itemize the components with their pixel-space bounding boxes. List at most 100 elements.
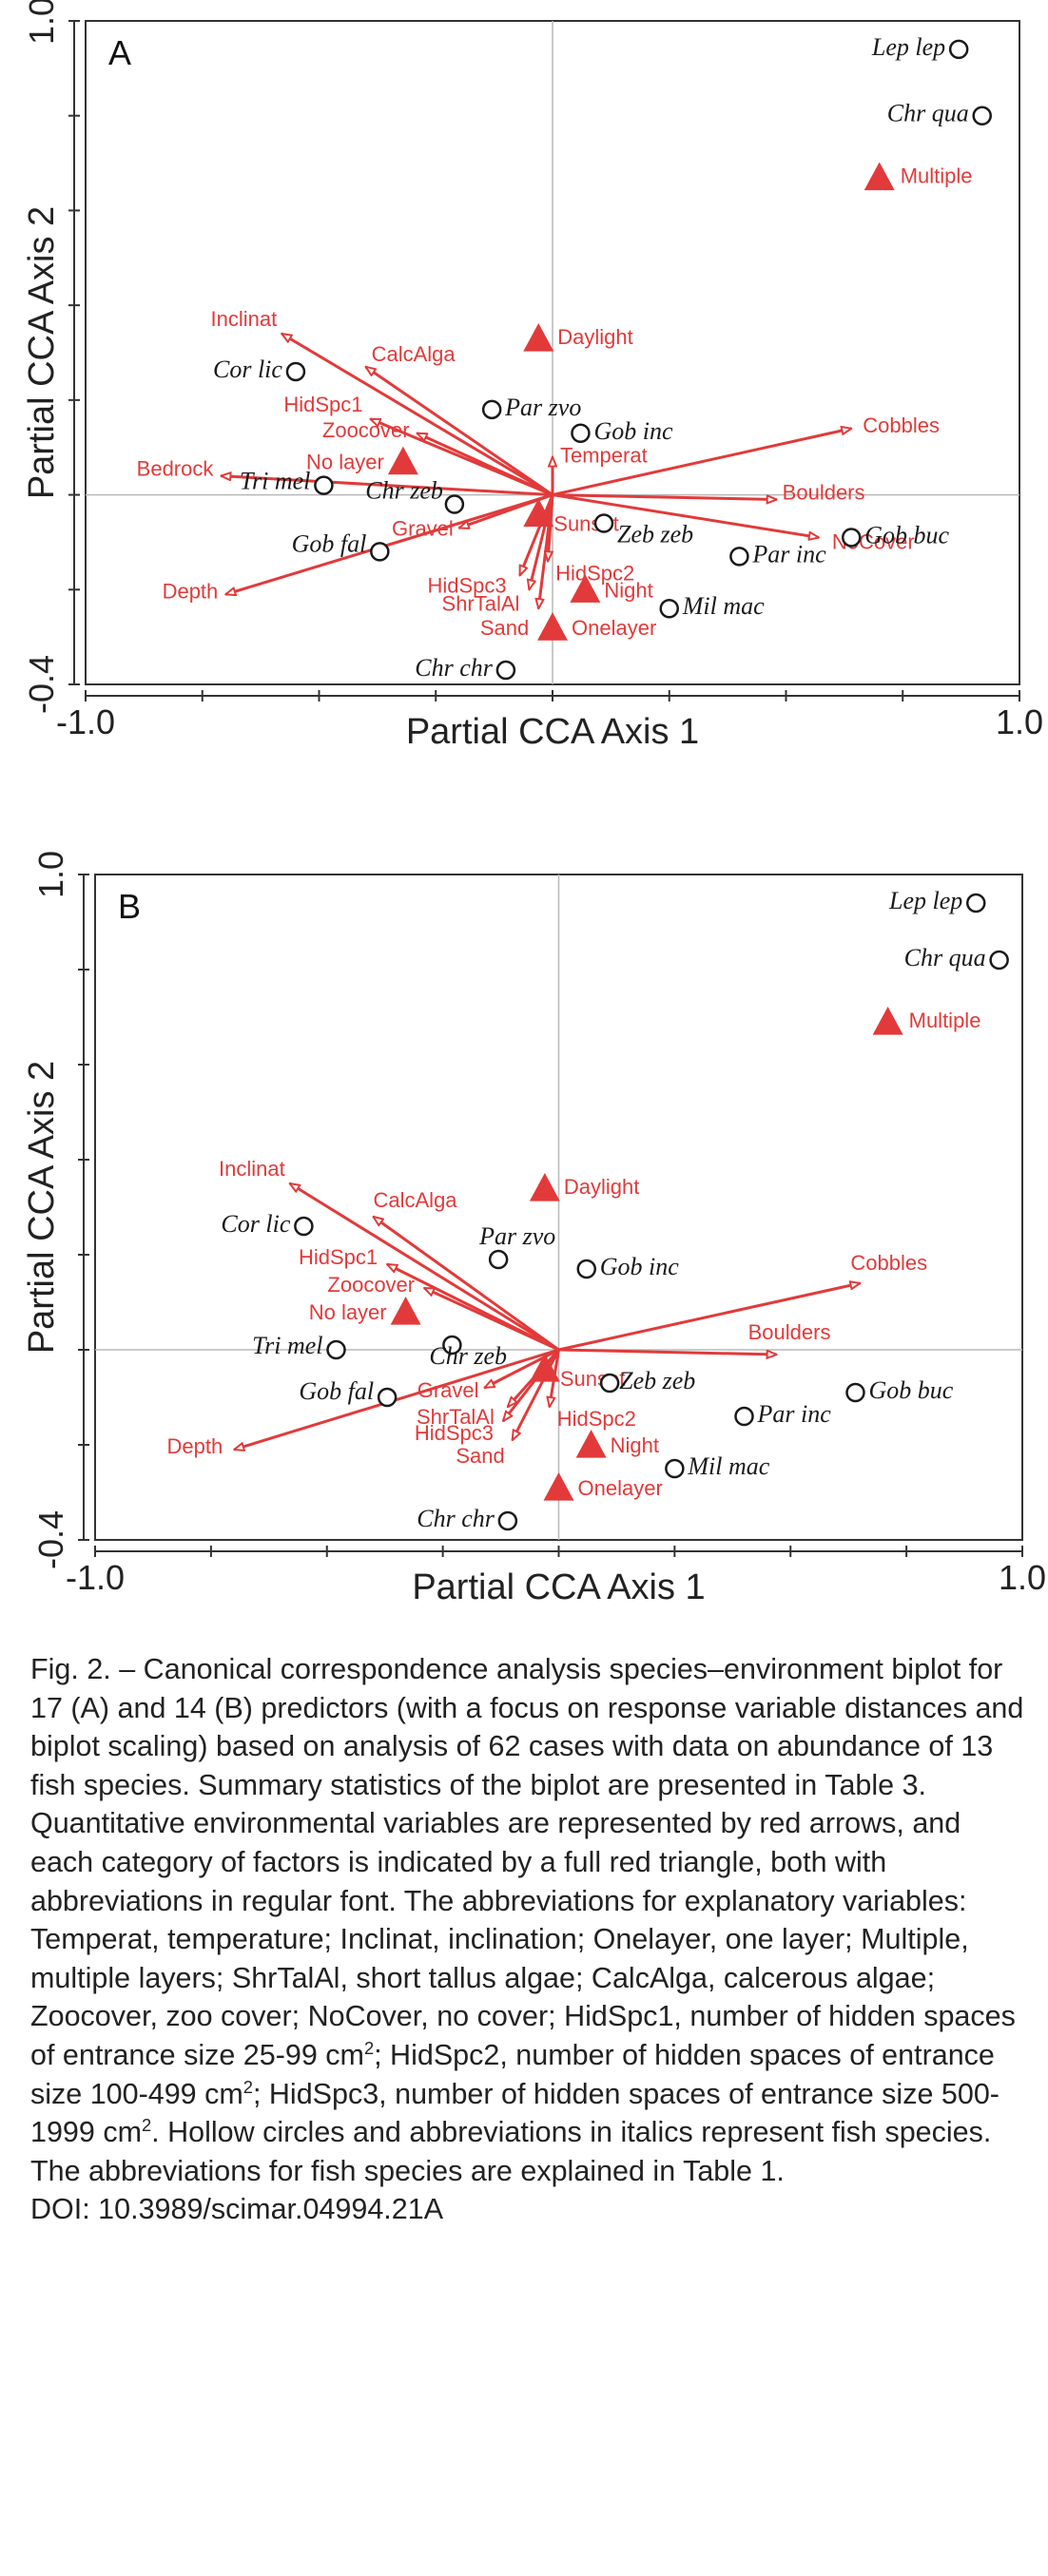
x-axis-title: Partial CCA Axis 1: [406, 712, 699, 752]
species-point-tri-mel: [314, 475, 334, 495]
species-label: Par zvo: [478, 1222, 555, 1250]
caption-superscript: 2: [141, 2114, 152, 2135]
species-label: Zeb zeb: [619, 1367, 695, 1394]
species-label: Tri mel: [252, 1332, 322, 1359]
y-axis-title: Partial CCA Axis 2: [22, 206, 62, 499]
species-label: Chr chr: [415, 654, 494, 682]
panel-letter: A: [108, 33, 131, 72]
env-arrow-label: Sand: [456, 1444, 504, 1468]
panel-letter: B: [118, 887, 141, 926]
species-label: Par inc: [751, 540, 826, 567]
caption-text: ; HidSpc3, number of hidden spaces of en…: [30, 2077, 999, 2149]
species-point-cor-lic: [285, 361, 306, 382]
env-arrow-hidspc2: [548, 494, 554, 562]
species-point-gob-inc: [571, 423, 591, 444]
species-label: Par zvo: [504, 394, 581, 421]
species-point-mil-mac: [659, 598, 679, 619]
factor-triangle-no-layer: [390, 1297, 421, 1325]
env-arrow-gravel: [485, 1348, 560, 1390]
env-arrow-calcalga: [366, 367, 553, 496]
species-label: Tri mel: [240, 468, 310, 495]
env-arrow-cobbles: [552, 429, 851, 497]
x-tick-label: -1.0: [56, 702, 115, 741]
species-point-par-zvo: [481, 399, 502, 420]
env-arrow-shrtalal: [529, 494, 554, 590]
factor-label: No layer: [309, 1300, 387, 1324]
species-point-chr-zeb: [444, 494, 465, 514]
species-point-zeb-zeb: [599, 1373, 620, 1394]
y-tick-label: 1.0: [31, 851, 70, 898]
factor-label: No layer: [306, 451, 384, 474]
env-arrow-label: Boulders: [783, 481, 865, 505]
env-arrow-label: ShrTalAl: [442, 591, 520, 615]
species-point-lep-lep: [966, 893, 986, 913]
species-label: Chr qua: [887, 100, 969, 127]
factor-triangle-multiple: [864, 162, 895, 191]
species-label: Chr zeb: [365, 477, 443, 505]
species-label: Gob fal: [299, 1377, 374, 1405]
factor-label: Night: [604, 578, 652, 602]
factor-label: Onelayer: [572, 616, 656, 640]
factor-triangle-sunset: [523, 498, 554, 528]
species-label: Chr qua: [904, 944, 986, 971]
species-point-cor-lic: [294, 1216, 314, 1237]
species-point-chr-qua: [972, 106, 992, 125]
env-arrow-label: Zoocover: [322, 418, 410, 442]
y-axis-title: Partial CCA Axis 2: [22, 1061, 62, 1354]
env-arrow-calcalga: [374, 1217, 560, 1352]
caption-superscript: 2: [363, 2037, 375, 2058]
figure-caption: Fig. 2. – Canonical correspondence analy…: [30, 1650, 1029, 2229]
species-label: Gob inc: [593, 417, 673, 445]
species-label: Gob inc: [600, 1253, 680, 1280]
env-arrow-zoocover: [424, 1286, 560, 1352]
factor-triangle-no-layer: [387, 446, 418, 475]
species-label: Cor lic: [213, 356, 282, 383]
species-label: Mil mac: [687, 1452, 769, 1480]
x-tick-label: -1.0: [66, 1558, 125, 1597]
env-arrow-boulders: [558, 1348, 777, 1355]
factor-label: Daylight: [564, 1175, 639, 1199]
env-arrow-label: ShrTalAl: [417, 1405, 495, 1429]
species-point-par-inc: [729, 547, 749, 567]
species-label: Gob buc: [869, 1376, 954, 1404]
species-label: Mil mac: [682, 592, 765, 620]
species-label: Par inc: [757, 1400, 832, 1428]
env-arrow-label: Sand: [480, 616, 529, 640]
factor-label: Daylight: [557, 325, 632, 349]
factor-label: Multiple: [909, 1009, 981, 1032]
species-point-gob-fal: [370, 542, 390, 562]
species-point-tri-mel: [326, 1339, 346, 1360]
factor-triangle-multiple: [872, 1007, 903, 1035]
env-arrow-label: Temperat: [560, 444, 648, 468]
env-arrow-label: Boulders: [748, 1320, 831, 1344]
x-axis-title: Partial CCA Axis 1: [412, 1567, 705, 1607]
species-label: Lep lep: [871, 33, 945, 61]
caption-text: . Hollow circles and abbreviations in it…: [30, 2116, 992, 2187]
factor-label: Night: [611, 1433, 659, 1457]
env-arrow-hidspc3: [503, 1349, 560, 1421]
env-arrow-nocover: [552, 493, 819, 538]
env-arrow-label: HidSpc1: [299, 1245, 378, 1269]
species-label: Zeb zeb: [617, 520, 693, 548]
species-point-chr-chr: [495, 660, 516, 681]
env-arrow-label: Cobbles: [850, 1251, 927, 1275]
env-arrow-inclinat: [281, 334, 553, 496]
env-arrow-sand: [511, 1349, 560, 1440]
species-label: Gob fal: [292, 529, 367, 557]
env-arrow-label: HidSpc3: [415, 1421, 494, 1445]
env-arrow-bedrock: [221, 476, 553, 497]
env-arrow-label: HidSpc1: [283, 393, 362, 416]
species-point-chr-zeb: [442, 1335, 462, 1355]
species-point-zeb-zeb: [593, 513, 614, 533]
species-label: Gob buc: [864, 521, 949, 548]
x-tick-label: 1.0: [996, 702, 1043, 741]
env-arrow-label: HidSpc3: [427, 573, 506, 597]
species-label: Lep lep: [888, 887, 962, 914]
env-arrow-label: HidSpc2: [555, 561, 634, 585]
factor-triangle-night: [570, 574, 601, 603]
factor-triangle-onelayer: [537, 612, 568, 641]
factor-triangle-daylight: [529, 1173, 560, 1201]
biplot-panel-b: -1.0 1.0 -0.4 1.0 Partial CCA Axis 1 Partial …: [22, 851, 1046, 1607]
env-arrow-label: Depth: [163, 579, 219, 603]
env-arrow-label: Depth: [167, 1434, 223, 1458]
